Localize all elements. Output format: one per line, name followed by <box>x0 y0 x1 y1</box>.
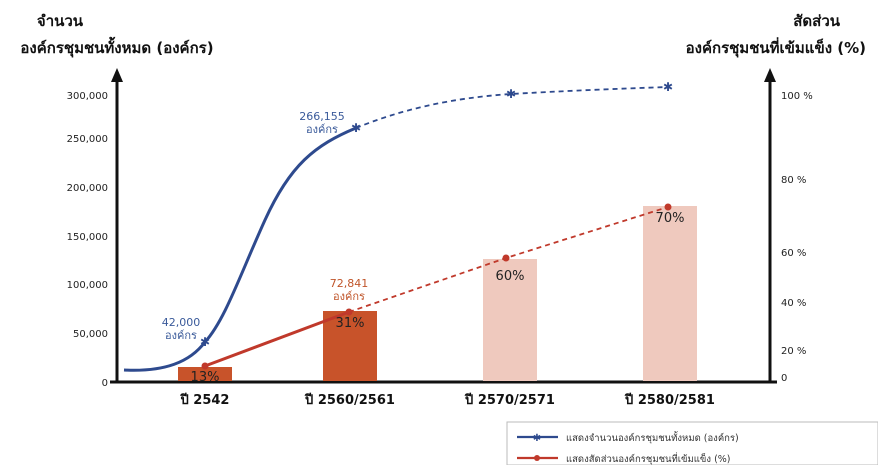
right-tick-60: 60 % <box>781 248 806 259</box>
right-axis-title-line2: องค์กรชุมชนที่เข้มแข็ง (%) <box>686 37 866 58</box>
bar-label-2580: 70% <box>656 211 685 226</box>
bar-label-2560: 31% <box>336 316 365 331</box>
right-axis-title-line1: สัดส่วน <box>793 12 840 30</box>
left-axis-arrow <box>111 68 123 82</box>
legend-box <box>506 421 878 465</box>
total-series-line-solid <box>123 126 357 372</box>
share-point-2542 <box>201 362 209 370</box>
total-point-2560: ✱ <box>351 121 361 135</box>
left-tick-100000: 100,000 <box>67 280 108 291</box>
left-tick-250000: 250,000 <box>67 134 108 145</box>
left-tick-300000: 300,000 <box>67 91 108 102</box>
left-tick-200000: 200,000 <box>67 183 108 194</box>
category-2570-2571: ปี 2570/2571 <box>464 392 555 408</box>
annotation-266155-value: 266,155 <box>299 110 345 123</box>
right-tick-80: 80 % <box>781 175 806 186</box>
legend: ✱ แสดงจำนวนองค์กรชุมชนทั้งหมด (องค์กร) แ… <box>506 421 878 465</box>
annotation-42000-unit: องค์กร <box>165 329 197 342</box>
left-axis-title-line2: องค์กรชุมชนทั้งหมด (องค์กร) <box>20 36 213 58</box>
total-point-2542: ✱ <box>200 335 210 349</box>
right-axis-arrow <box>764 68 776 82</box>
share-point-2560 <box>345 308 353 316</box>
right-tick-20: 20 % <box>781 346 806 357</box>
legend-share-marker-icon <box>534 455 540 461</box>
bar-label-2570: 60% <box>496 269 525 284</box>
left-tick-150000: 150,000 <box>67 232 108 243</box>
legend-share-label: แสดงสัดส่วนองค์กรชุมชนที่เข้มแข็ง (%) <box>566 452 731 465</box>
right-tick-0: 0 <box>781 373 787 384</box>
right-tick-100: 100 % <box>781 91 813 102</box>
bar-label-2542: 13% <box>191 370 220 385</box>
left-tick-0: 0 <box>102 378 108 389</box>
bar-2542 <box>178 367 232 381</box>
bar-2570-2571 <box>483 259 537 381</box>
bar-2560-2561 <box>323 311 377 381</box>
share-point-2580 <box>664 203 672 211</box>
total-series-line-dashed <box>355 86 669 129</box>
total-point-2570: ✱ <box>506 87 516 101</box>
total-point-2580: ✱ <box>663 80 673 94</box>
right-tick-40: 40 % <box>781 298 806 309</box>
annotation-42000-value: 42,000 <box>162 316 201 329</box>
share-point-2570 <box>502 254 510 262</box>
category-2542: ปี 2542 <box>179 392 229 408</box>
category-2580-2581: ปี 2580/2581 <box>624 392 715 408</box>
annotation-72841-unit: องค์กร <box>333 290 365 303</box>
left-axis-title-line1: จำนวน <box>37 12 84 30</box>
legend-total-label: แสดงจำนวนองค์กรชุมชนทั้งหมด (องค์กร) <box>566 431 739 444</box>
category-2560-2561: ปี 2560/2561 <box>304 392 395 408</box>
annotation-72841-value: 72,841 <box>330 277 369 290</box>
bar-2580-2581 <box>643 206 697 381</box>
annotation-266155-unit: องค์กร <box>306 123 338 136</box>
share-series-line-solid <box>204 310 350 368</box>
legend-total-marker-icon: ✱ <box>533 433 541 444</box>
left-tick-50000: 50,000 <box>73 329 108 340</box>
